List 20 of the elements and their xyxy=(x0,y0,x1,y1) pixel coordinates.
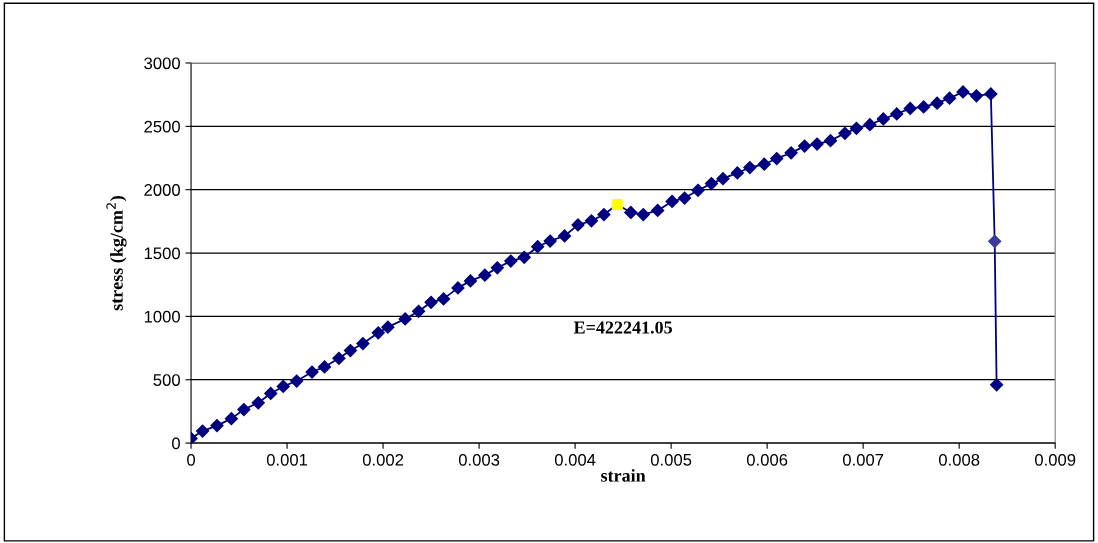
x-tick-label: 0.001 xyxy=(266,453,308,466)
x-tick-label: 0.005 xyxy=(650,453,692,466)
x-axis-title: strain xyxy=(601,469,646,482)
x-tick-label: 0.007 xyxy=(842,453,884,466)
y-tick-label: 0 xyxy=(172,437,180,450)
y-tick-label: 3000 xyxy=(144,57,180,70)
x-tick-label: 0.002 xyxy=(362,453,404,466)
y-tick-label: 2000 xyxy=(144,184,180,196)
x-tick-label: 0.003 xyxy=(458,453,500,466)
y-axis-title: stress (kg/cm$^{2}$) xyxy=(106,196,127,311)
x-tick-label: 0.008 xyxy=(938,453,980,466)
y-tick-label: 2500 xyxy=(144,120,180,133)
x-tick-label: 0.004 xyxy=(554,453,596,466)
x-tick-label: 0.009 xyxy=(1034,453,1076,466)
y-tick-label: 1500 xyxy=(144,247,180,260)
y-tick-label: 1000 xyxy=(144,310,180,323)
annotation: E=422241.05 xyxy=(573,321,672,334)
x-tick-label: 0.006 xyxy=(746,453,788,466)
x-tick-label: 0 xyxy=(187,453,196,466)
y-tick-label: 500 xyxy=(153,374,180,386)
